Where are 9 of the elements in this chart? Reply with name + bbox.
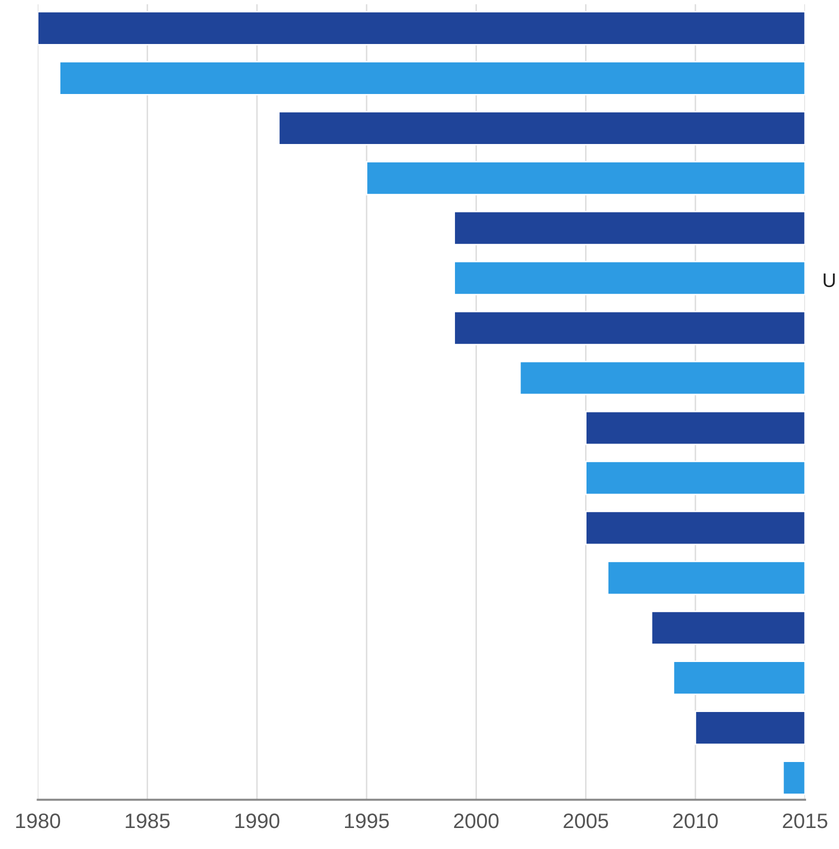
text: U bbox=[824, 274, 835, 288]
x-tick-label: 2010 bbox=[673, 814, 718, 828]
x-tick-label: 1990 bbox=[235, 814, 280, 828]
x-tick-label: 1985 bbox=[126, 814, 170, 828]
x-tick-label: 2000 bbox=[454, 814, 499, 828]
x-tick-label: 1995 bbox=[345, 814, 389, 828]
x-tick-label: 1980 bbox=[16, 814, 60, 828]
x-tick-label: 2005 bbox=[564, 814, 608, 828]
x-tick-label: 2015 bbox=[782, 814, 828, 828]
